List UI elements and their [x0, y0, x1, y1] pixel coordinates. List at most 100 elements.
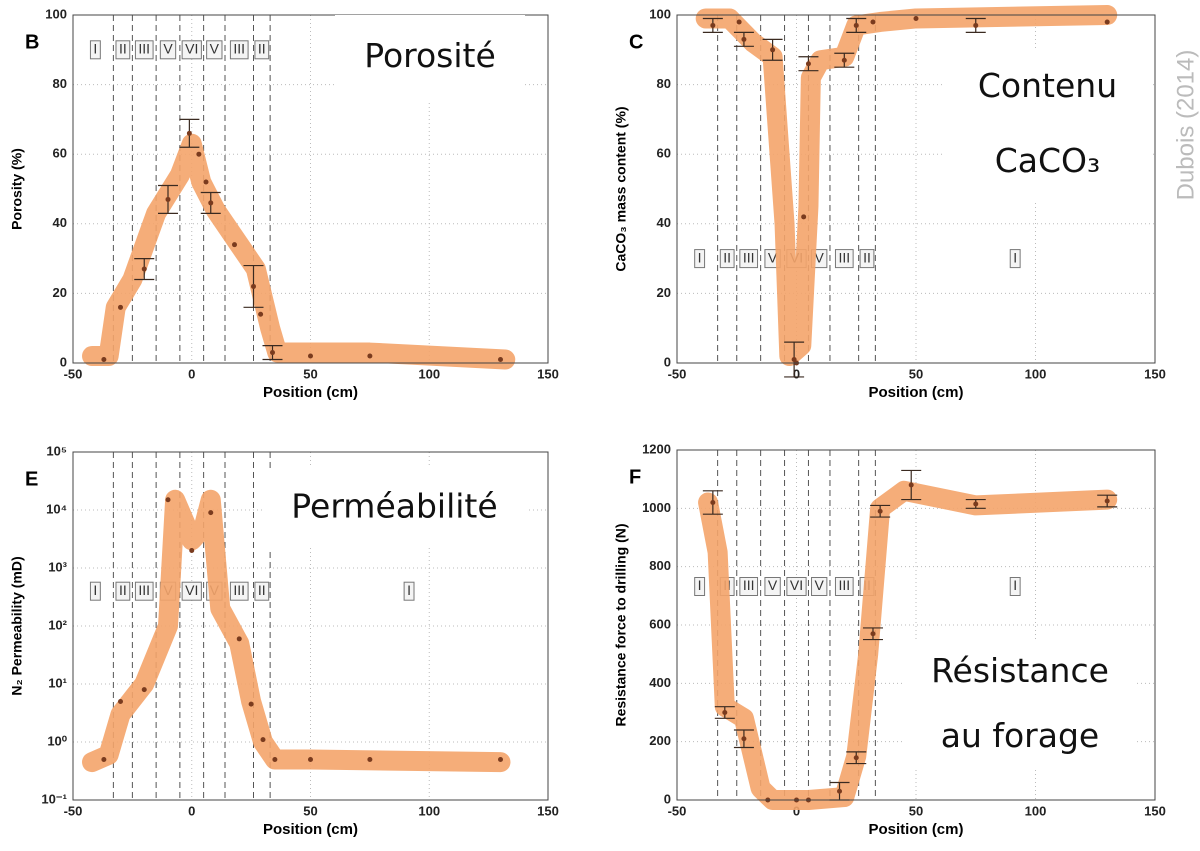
zone-label-box — [229, 581, 249, 601]
x-tick-label: 0 — [188, 366, 195, 381]
data-point — [837, 788, 843, 794]
zone-label-box — [89, 581, 101, 601]
x-axis-label: Position (cm) — [868, 821, 963, 838]
zone-label: I — [93, 582, 97, 598]
data-point — [141, 266, 147, 272]
data-point — [853, 755, 859, 761]
zone-label: V — [815, 577, 825, 593]
y-tick-label: 0 — [664, 354, 671, 369]
zone-label-box — [181, 581, 202, 601]
zone-label-box — [694, 249, 706, 269]
zone-label-box — [739, 249, 759, 269]
zone-label-box — [694, 577, 706, 596]
y-tick-label: 20 — [53, 285, 67, 300]
y-tick-label: 800 — [649, 558, 671, 573]
x-tick-label: -50 — [668, 366, 687, 381]
data-point — [736, 19, 742, 25]
zone-label-box — [89, 40, 101, 60]
data-point — [251, 283, 256, 289]
zone-label: V — [210, 41, 220, 57]
data-point — [973, 22, 979, 28]
data-point — [870, 19, 876, 25]
data-point — [118, 304, 123, 310]
y-tick-label: 10³ — [48, 559, 67, 574]
zone-label: II — [258, 582, 266, 598]
zone-label: I — [407, 582, 411, 598]
data-point — [367, 353, 373, 359]
data-point — [165, 196, 171, 202]
y-tick-label: 1200 — [642, 441, 671, 456]
x-tick-label: 150 — [1144, 366, 1166, 381]
x-tick-label: 150 — [1144, 803, 1166, 818]
plot-frame — [72, 451, 549, 801]
x-tick-label: 0 — [793, 803, 800, 818]
x-tick-label: 0 — [793, 366, 800, 381]
y-tick-label: 10² — [48, 617, 67, 632]
data-point — [498, 756, 503, 762]
y-axis-label: Resistance force to drilling (N) — [613, 523, 629, 726]
x-axis-label: Position (cm) — [868, 384, 963, 401]
y-tick-label: 20 — [657, 285, 671, 300]
x-tick-label: 100 — [418, 366, 440, 381]
y-axis-label: N₂ Permeability (mD) — [9, 556, 25, 695]
x-tick-label: 50 — [303, 803, 317, 818]
zone-label: II — [119, 41, 127, 57]
y-tick-label: 1000 — [642, 500, 671, 515]
x-axis-label: Position (cm) — [263, 384, 358, 401]
y-tick-label: 10⁴ — [46, 501, 67, 516]
y-tick-label: 200 — [649, 733, 671, 748]
annotation: Contenu — [978, 66, 1117, 105]
panel-label: E — [25, 468, 38, 490]
zone-label: III — [138, 41, 150, 57]
zone-label: II — [723, 249, 731, 265]
zone-label-box — [764, 577, 781, 596]
zone-label: I — [1013, 577, 1017, 593]
annotation: Résistance — [931, 651, 1109, 690]
y-tick-label: 0 — [60, 354, 67, 369]
data-point — [165, 497, 171, 503]
zone-label-box — [811, 577, 828, 596]
data-point — [1104, 19, 1110, 25]
zone-label: I — [698, 249, 702, 265]
zone-label-box — [254, 581, 270, 601]
data-point — [722, 710, 728, 715]
zone-label: I — [1013, 249, 1017, 265]
y-tick-label: 0 — [664, 791, 671, 806]
y-axis-label: CaCO₃ mass content (%) — [613, 106, 629, 271]
plot-frame — [676, 449, 1156, 801]
zone-label: V — [163, 41, 173, 57]
data-point — [101, 357, 107, 363]
panel-label: B — [25, 31, 39, 53]
data-point — [272, 756, 278, 762]
zone-label: III — [138, 582, 150, 598]
zone-label-box — [403, 581, 415, 601]
zone-label: V — [768, 577, 778, 593]
zone-label: I — [698, 577, 702, 593]
data-point — [741, 36, 747, 42]
data-point — [101, 756, 107, 762]
annotation-box — [905, 640, 1135, 770]
data-point — [853, 22, 859, 28]
data-point — [841, 57, 847, 63]
y-tick-label: 100 — [45, 6, 67, 21]
x-tick-label: -50 — [668, 803, 687, 818]
zone-label: III — [838, 249, 850, 265]
y-tick-label: 10⁵ — [46, 443, 67, 458]
zone-label-box — [134, 581, 154, 601]
zone-label: III — [233, 41, 245, 57]
y-axis-label: Porosity (%) — [9, 148, 25, 230]
data-point — [236, 636, 242, 642]
zone-label: V — [815, 249, 825, 265]
x-tick-label: -50 — [64, 803, 83, 818]
trend-band — [698, 480, 1118, 810]
zone-label: I — [93, 41, 97, 57]
zone-label: III — [743, 577, 755, 593]
data-point — [260, 737, 266, 743]
data-point — [877, 508, 883, 514]
data-point — [232, 242, 237, 248]
data-point — [710, 22, 716, 28]
data-point — [208, 510, 214, 516]
x-tick-label: 100 — [1025, 803, 1047, 818]
zone-label: II — [258, 41, 266, 57]
